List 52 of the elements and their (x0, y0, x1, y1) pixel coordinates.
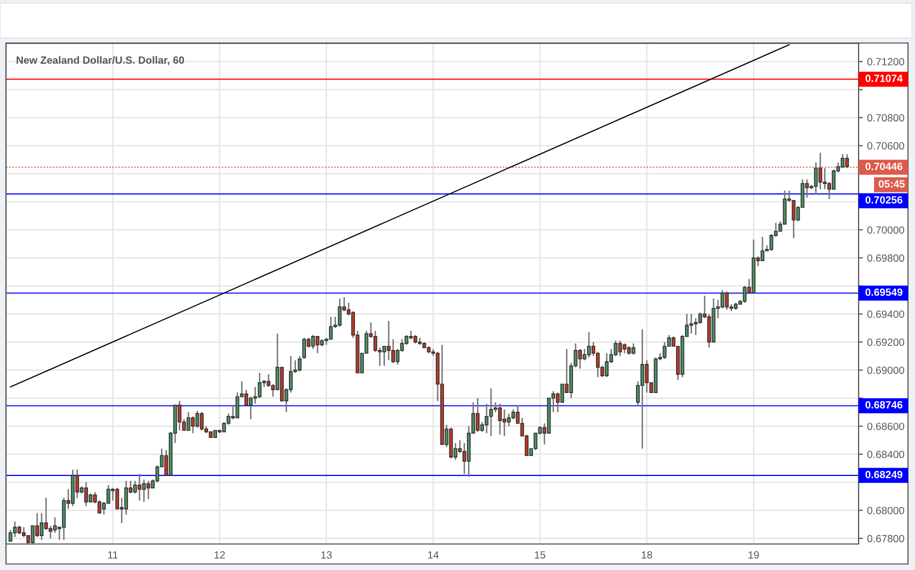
candlestick (30, 525, 35, 544)
candlestick (604, 352, 609, 378)
candlestick (644, 360, 649, 394)
candlestick (382, 346, 386, 367)
candlestick (115, 487, 120, 510)
candlestick (506, 412, 511, 427)
ref-line-label: 0.71074 (866, 74, 903, 82)
ref-line-label: 0.69549 (866, 288, 902, 296)
y-tick-label: 0.67800 (867, 534, 904, 542)
candlestick (689, 313, 694, 334)
candlestick (253, 386, 258, 404)
x-tick-label: 12 (214, 551, 225, 558)
candlestick (244, 389, 248, 408)
x-tick-label: 15 (534, 551, 546, 559)
candlestick (386, 320, 391, 361)
candlestick (338, 298, 342, 328)
candlestick (373, 330, 378, 353)
candlestick (248, 396, 253, 420)
candlestick (818, 152, 822, 190)
candlestick (640, 328, 644, 450)
y-tick-label: 0.70600 (867, 142, 904, 150)
x-tick-label: 18 (642, 551, 652, 559)
candlestick (560, 384, 564, 403)
candlestick (822, 167, 827, 190)
candlestick (742, 285, 747, 304)
candlestick (298, 355, 302, 372)
y-tick-label: 0.68400 (867, 450, 904, 458)
x-tick-label: 19 (748, 551, 759, 559)
y-tick-label: 0.69400 (867, 310, 904, 318)
y-tick-label: 0.69200 (867, 338, 904, 346)
y-tick-label: 0.71200 (867, 58, 904, 66)
y-tick-label: 0.70000 (867, 226, 904, 234)
candlestick (694, 318, 698, 336)
text: New Zealand Dollar/U.S. Dollar, 60 (16, 56, 184, 66)
y-tick-label: 0.70800 (867, 114, 904, 122)
text: 05:45 (878, 180, 905, 188)
candlestick (476, 397, 480, 432)
ref-line-label: 0.68746 (866, 401, 902, 409)
x-tick-label: 13 (321, 551, 332, 559)
candlestick (698, 312, 702, 324)
ref-line-label: 0.68249 (866, 470, 902, 478)
candlestick (832, 168, 836, 190)
y-tick-label: 0.69800 (867, 254, 904, 262)
y-tick-label: 0.68000 (867, 506, 904, 514)
y-tick-label: 0.68600 (867, 422, 904, 430)
ref-line-label: 0.70446 (866, 162, 902, 170)
ref-line-label: 0.70256 (866, 196, 902, 204)
candlestick (511, 408, 516, 420)
x-tick-label: 14 (428, 551, 439, 558)
x-tick-label: 11 (108, 551, 118, 558)
candlestick (200, 411, 204, 432)
y-tick-label: 0.69000 (867, 366, 904, 374)
